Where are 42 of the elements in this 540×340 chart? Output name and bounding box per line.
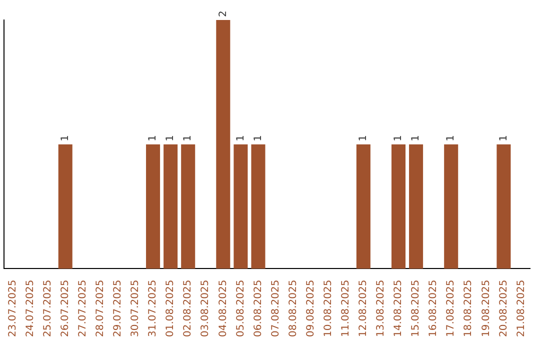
x-tick-label: 26.07.2025: [60, 280, 71, 338]
x-tick-label: 05.08.2025: [235, 280, 246, 338]
x-tick-label: 03.08.2025: [200, 280, 212, 338]
x-tick-label: 11.08.2025: [340, 280, 352, 338]
x-tick-label: 14.08.2025: [393, 280, 404, 338]
x-tick-label: 18.08.2025: [463, 280, 474, 338]
x-tick-label: 21.08.2025: [516, 280, 527, 338]
x-tick-label: 19.08.2025: [480, 280, 492, 338]
x-tick-label: 08.08.2025: [288, 280, 299, 338]
data-label: 1: [235, 134, 246, 142]
x-tick-label: 31.07.2025: [148, 280, 159, 338]
x-tick-label: 28.07.2025: [95, 280, 106, 338]
x-tick-label: 17.08.2025: [446, 280, 457, 338]
x-tick-label: 02.08.2025: [182, 280, 194, 338]
x-tick-label: 06.08.2025: [252, 280, 264, 338]
data-label: 1: [60, 134, 71, 142]
x-tick-label: 16.08.2025: [428, 280, 440, 338]
x-tick-label: 04.08.2025: [218, 280, 229, 338]
x-tick-label: 13.08.2025: [376, 280, 387, 338]
data-label: 1: [165, 134, 176, 142]
data-label: 1: [393, 134, 404, 142]
x-tick-label: 27.07.2025: [77, 280, 88, 338]
x-tick-label: 20.08.2025: [498, 280, 510, 338]
x-tick-label: 24.07.2025: [24, 280, 36, 338]
data-label: 1: [446, 134, 457, 142]
data-label: 1: [252, 134, 264, 142]
x-tick-label: 30.07.2025: [130, 280, 142, 338]
data-label: 1: [148, 134, 159, 142]
x-tick-label: 29.07.2025: [112, 280, 124, 338]
x-tick-label: 23.07.2025: [7, 280, 18, 338]
x-tick-label: 25.07.2025: [42, 280, 54, 338]
data-label: 1: [498, 134, 510, 142]
data-label: 2: [218, 10, 229, 17]
x-tick-label: 12.08.2025: [358, 280, 370, 338]
data-label: 1: [410, 134, 422, 142]
x-tick-label: 15.08.2025: [410, 280, 422, 338]
data-label: 1: [182, 134, 194, 142]
x-tick-label: 01.08.2025: [165, 280, 176, 338]
x-tick-label: 10.08.2025: [322, 280, 334, 338]
x-tick-label: 07.08.2025: [270, 280, 282, 338]
data-label: 1: [358, 134, 370, 142]
x-tick-label: 09.08.2025: [305, 280, 316, 338]
